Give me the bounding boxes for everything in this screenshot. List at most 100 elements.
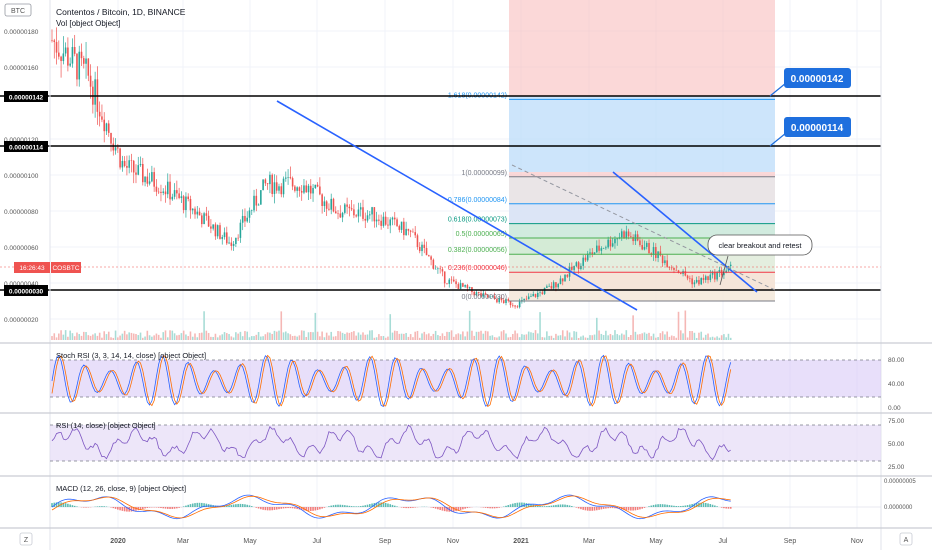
macd-histogram-bar: [191, 503, 194, 507]
candle-body: [391, 217, 394, 220]
stoch-tick-40: 40.00: [888, 381, 905, 388]
candle-body: [89, 75, 92, 87]
volume-bar: [151, 336, 153, 340]
candle-body: [160, 191, 162, 193]
macd-histogram-bar: [396, 506, 398, 507]
candle-body: [441, 269, 444, 272]
volume-bar: [527, 331, 530, 340]
callout-target-low-box[interactable]: [784, 117, 851, 137]
candle-body: [691, 278, 693, 285]
candle-body: [114, 147, 117, 151]
volume-bar: [275, 331, 278, 340]
volume-bar: [396, 331, 398, 340]
candle-body: [614, 238, 616, 244]
volume-bar: [550, 335, 553, 340]
macd-pane[interactable]: MACD (12, 26, close, 9) [object Object] …: [50, 479, 916, 520]
macd-histogram-bar: [571, 506, 573, 507]
volume-bar: [652, 333, 655, 340]
candle-body: [580, 265, 582, 270]
macd-histogram-bar: [618, 507, 621, 509]
candle-body: [330, 198, 333, 210]
candle-body: [702, 278, 705, 280]
candle-body: [67, 47, 69, 66]
volume-bar: [280, 311, 283, 340]
candle-body: [700, 278, 703, 285]
volume-bar: [561, 330, 564, 340]
volume-bar: [355, 335, 357, 340]
candle-body: [645, 243, 648, 247]
callout-target-high[interactable]: 0.00000142: [769, 68, 851, 97]
candle-body: [194, 208, 196, 215]
key-levels[interactable]: [0, 95, 881, 291]
volume-bar: [160, 337, 162, 340]
trendline-major[interactable]: [276, 100, 638, 311]
candle-body: [596, 245, 598, 253]
macd-histogram-bar: [534, 505, 537, 507]
callout-note-box[interactable]: [707, 234, 813, 256]
macd-histogram-bar: [548, 505, 550, 507]
symbol-badge[interactable]: [4, 3, 32, 17]
volume-bar: [498, 336, 500, 340]
volume-bar: [271, 333, 273, 340]
candle-body: [221, 237, 224, 239]
price-tick-label: 0.00000040: [4, 281, 39, 288]
macd-histogram-bar: [296, 507, 298, 510]
callout-target-high-box[interactable]: [784, 68, 851, 88]
volume-bar: [239, 331, 242, 340]
macd-line: [51, 494, 731, 520]
volume-bar: [328, 335, 330, 340]
macd-histogram-bar: [312, 507, 314, 511]
candle-body: [482, 293, 485, 297]
candle-body: [611, 243, 614, 247]
candle-body: [201, 215, 203, 225]
volume-bar: [187, 336, 189, 340]
candle-body: [464, 285, 466, 287]
rsi-pane[interactable]: RSI (14, close) [object Object] 75.00 50…: [50, 418, 905, 471]
volume-bar: [287, 333, 289, 340]
volume-bar: [557, 335, 560, 340]
zoom-reset-button[interactable]: [19, 532, 33, 546]
stoch-k-line: [51, 354, 732, 407]
callout-note[interactable]: clear breakout and retest: [707, 234, 813, 286]
macd-histogram-bar: [76, 506, 78, 507]
trendline-minor[interactable]: [612, 171, 758, 293]
candle-body: [155, 186, 158, 192]
level-tag-142: [4, 91, 48, 102]
volume-bar: [414, 331, 416, 340]
candle-body: [291, 178, 294, 187]
stoch-rsi-pane[interactable]: Stoch RSI (3, 3, 14, 14, close) [object …: [50, 351, 905, 412]
auto-scale-label: A: [904, 537, 909, 544]
macd-histogram-bar: [123, 507, 126, 512]
volume-bar: [709, 337, 712, 340]
macd-histogram-bar: [403, 507, 405, 508]
macd-histogram-bar: [491, 507, 494, 509]
macd-histogram-bar: [550, 505, 553, 507]
macd-histogram-bar: [255, 507, 258, 508]
volume-bar: [123, 330, 126, 340]
macd-histogram-bar: [119, 507, 121, 511]
callout-target-low[interactable]: 0.00000114: [769, 117, 851, 147]
candle-body: [289, 177, 292, 179]
volume-bar: [164, 330, 167, 340]
candle-body: [418, 247, 421, 252]
price-tick-label: 0.00000180: [4, 29, 39, 36]
macd-histogram-bar: [341, 504, 344, 507]
volume-label: Vol [object Object]: [56, 19, 120, 28]
candle-body: [196, 211, 199, 215]
macd-histogram-bar: [228, 505, 230, 507]
volume-bar: [137, 335, 140, 340]
volume-bar: [282, 332, 285, 340]
candle-body: [344, 204, 346, 213]
macd-histogram-bar: [691, 504, 693, 507]
auto-scale-button[interactable]: [899, 532, 913, 546]
volume-bar: [353, 331, 355, 340]
volume-bar: [650, 336, 653, 340]
time-axis[interactable]: 2020 Mar May Jul Sep Nov 2021 Mar May Jul Sep Nov: [110, 538, 864, 545]
volume-bar: [121, 333, 124, 340]
candle-body: [51, 40, 53, 41]
volume-bar: [405, 332, 407, 340]
volume-bar: [393, 330, 396, 340]
chart-title: Contentos / Bitcoin, 1D, BINANCE: [56, 7, 186, 17]
candle-body: [602, 248, 605, 249]
